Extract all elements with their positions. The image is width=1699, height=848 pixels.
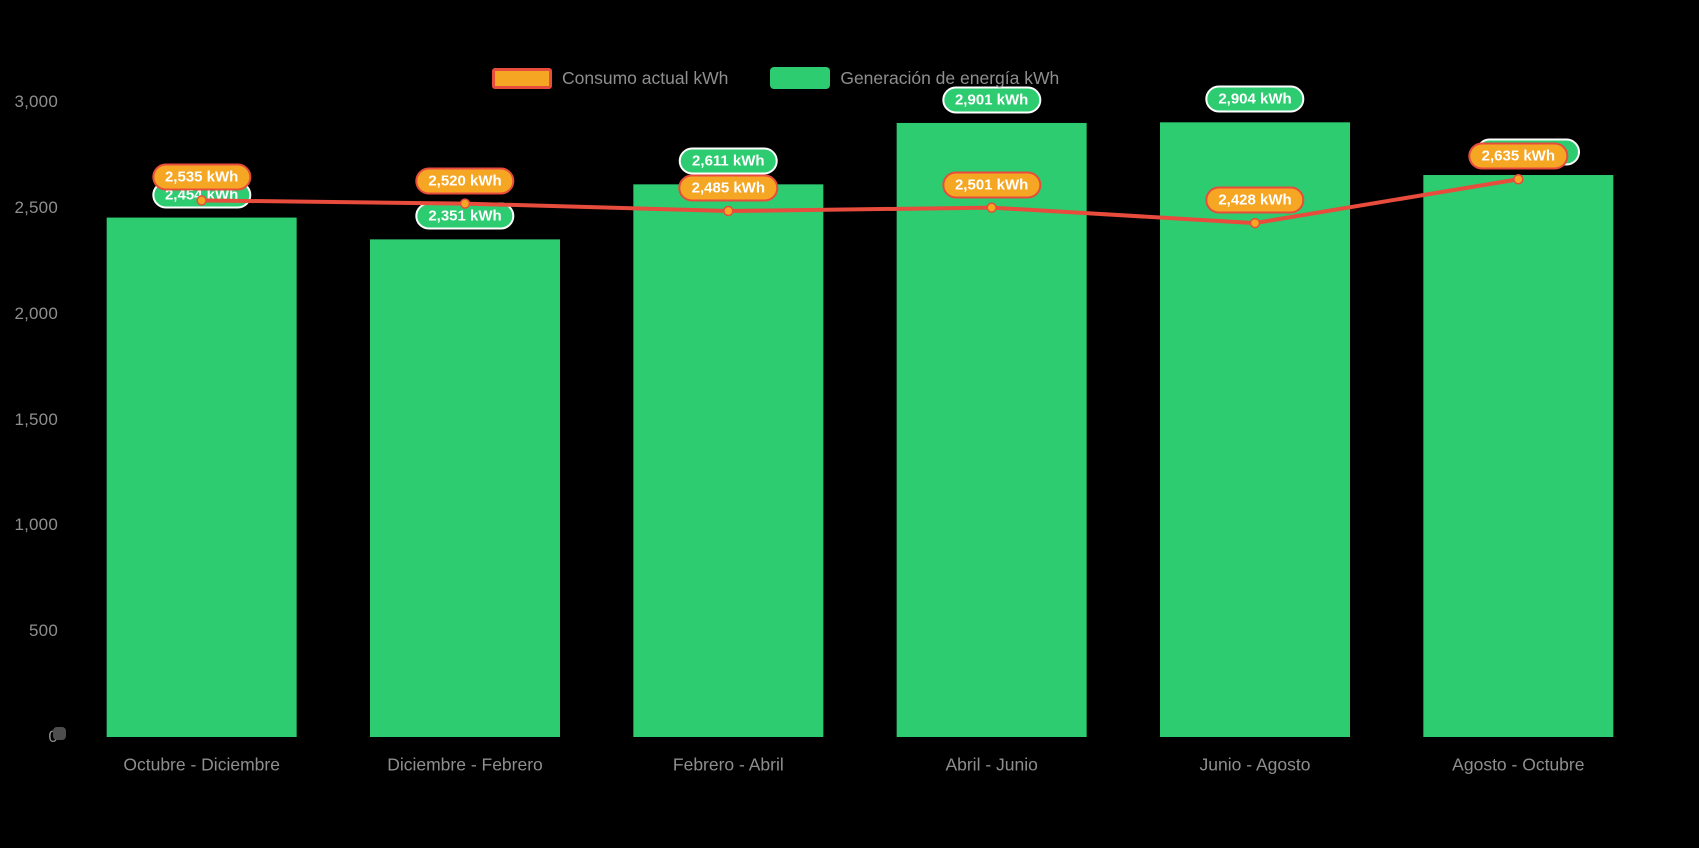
y-axis-label: 2,500 xyxy=(14,197,58,217)
consumption-value-label: 2,428 kWh xyxy=(1205,186,1305,214)
generation-bar[interactable] xyxy=(633,184,824,738)
consumption-line xyxy=(199,177,1521,226)
generation-bar[interactable] xyxy=(106,217,297,737)
legend-item-consumo-actual[interactable]: Consumo actual kWh xyxy=(492,67,729,89)
legend-swatch-generacion-icon xyxy=(770,67,831,89)
y-axis-label: 500 xyxy=(29,621,58,641)
consumption-point-marker[interactable] xyxy=(196,195,207,206)
consumption-value-label: 2,520 kWh xyxy=(415,167,515,195)
generation-bar[interactable] xyxy=(370,239,560,737)
consumption-value-label: 2,635 kWh xyxy=(1468,142,1569,170)
legend-swatch-consumo-icon xyxy=(492,67,552,89)
y-axis-label: 1,500 xyxy=(14,409,58,429)
consumption-point-marker[interactable] xyxy=(1249,217,1261,229)
generation-bar[interactable] xyxy=(896,122,1087,737)
axis-corner-tick xyxy=(53,727,66,740)
consumption-point-marker[interactable] xyxy=(723,205,734,217)
y-axis-label: 1,000 xyxy=(14,515,58,535)
generation-value-label: 2,901 kWh xyxy=(941,86,1042,114)
x-axis-label: Febrero - Abril xyxy=(672,754,784,775)
consumption-value-label: 2,535 kWh xyxy=(151,163,252,191)
legend-label-generacion: Generación de energía kWh xyxy=(840,67,1060,88)
legend-label-consumo: Consumo actual kWh xyxy=(562,67,729,88)
y-axis-label: 3,000 xyxy=(14,92,58,111)
y-axis-label: 2,000 xyxy=(14,303,58,323)
consumption-value-label: 2,501 kWh xyxy=(941,171,1042,199)
consumption-point-marker[interactable] xyxy=(1513,174,1524,185)
consumption-point-marker[interactable] xyxy=(459,198,471,209)
generation-value-label xyxy=(1476,138,1581,166)
x-axis-label: Diciembre - Febrero xyxy=(387,754,543,775)
x-axis-label: Junio - Agosto xyxy=(1199,754,1311,775)
chart-legend: Consumo actual kWh Generación de energía… xyxy=(492,67,1059,89)
x-axis-label: Abril - Junio xyxy=(945,754,1038,775)
generation-value-label: 2,351 kWh xyxy=(415,202,515,230)
x-axis-label: Octubre - Diciembre xyxy=(123,754,280,775)
generation-value-label: 2,454 kWh xyxy=(151,181,252,209)
generation-bar[interactable] xyxy=(1160,122,1350,737)
consumption-point-marker[interactable] xyxy=(986,202,997,213)
generation-value-label: 2,904 kWh xyxy=(1205,85,1305,113)
y-axis-label: 0 xyxy=(0,727,58,747)
legend-item-generacion-energia[interactable]: Generación de energía kWh xyxy=(770,67,1059,89)
generation-bar[interactable] xyxy=(1423,175,1614,737)
consumption-value-label: 2,485 kWh xyxy=(678,174,779,202)
generation-value-label: 2,611 kWh xyxy=(679,147,778,175)
x-axis-label: Agosto - Octubre xyxy=(1452,754,1585,775)
